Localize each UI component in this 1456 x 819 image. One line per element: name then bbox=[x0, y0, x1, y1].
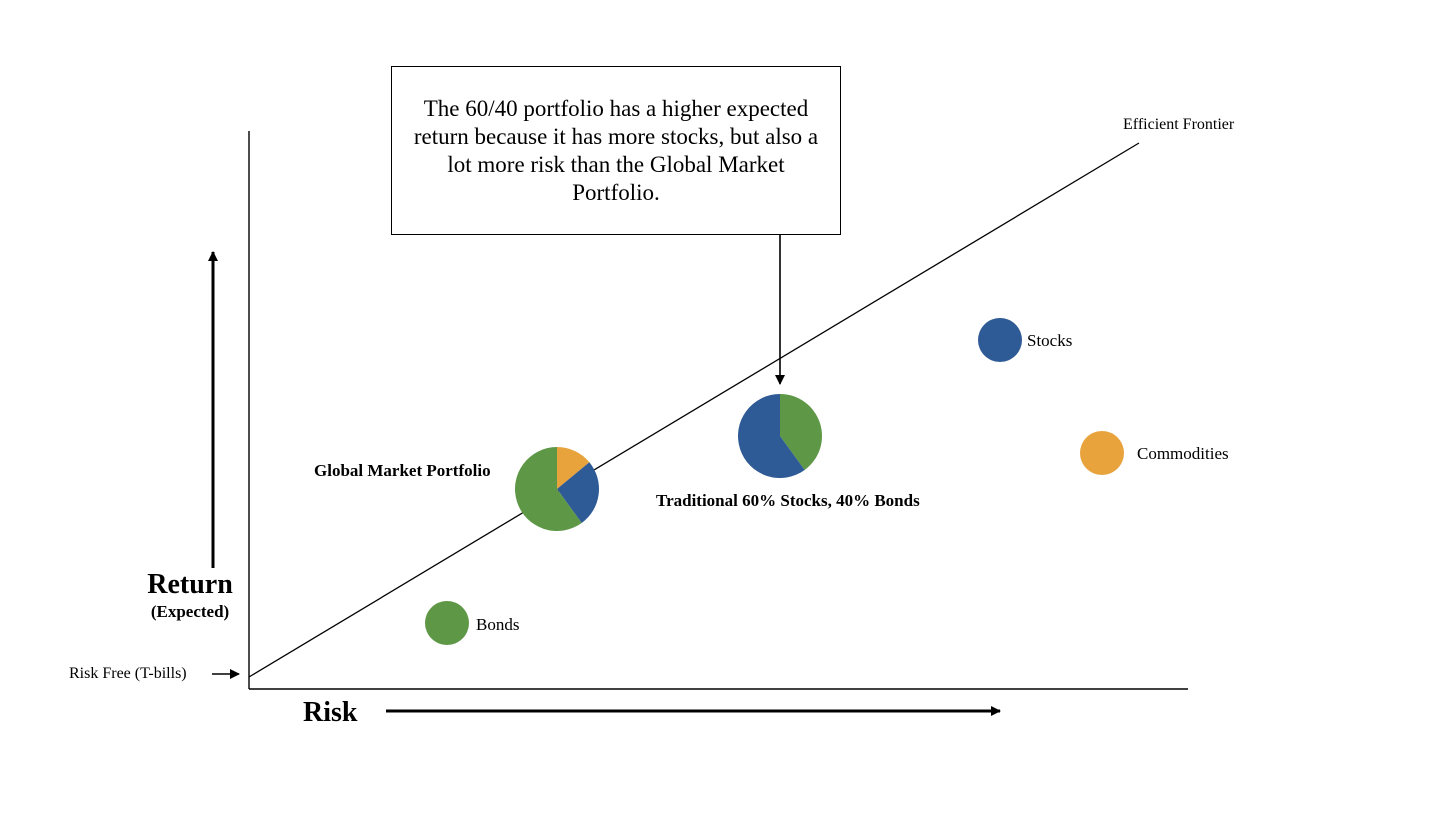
bonds-dot bbox=[425, 601, 469, 645]
pie-slice-commodities bbox=[557, 447, 590, 489]
risk-axis-label: Risk bbox=[303, 697, 358, 728]
efficient-frontier-line bbox=[248, 142, 1140, 678]
return-axis-sublabel: (Expected) bbox=[151, 602, 229, 621]
callout-box: The 60/40 portfolio has a higher expecte… bbox=[391, 66, 841, 235]
risk-free-label: Risk Free (T-bills) bbox=[69, 665, 187, 682]
efficient-frontier-label: Efficient Frontier bbox=[1123, 116, 1235, 133]
stocks-label: Stocks bbox=[1027, 331, 1072, 350]
stocks-dot bbox=[978, 318, 1022, 362]
callout-text: The 60/40 portfolio has a higher expecte… bbox=[413, 95, 819, 205]
bonds-label: Bonds bbox=[476, 615, 519, 634]
traditional-portfolio-pie bbox=[738, 394, 822, 479]
pie-slice-bonds bbox=[514, 447, 582, 532]
global-market-portfolio-pie bbox=[514, 447, 599, 532]
pie-slice-stocks bbox=[557, 462, 599, 523]
global-market-portfolio-label: Global Market Portfolio bbox=[314, 461, 491, 480]
pie-slice-bonds bbox=[780, 394, 822, 470]
commodities-label: Commodities bbox=[1137, 444, 1229, 463]
traditional-portfolio-label: Traditional 60% Stocks, 40% Bonds bbox=[656, 491, 920, 510]
return-axis-label: Return bbox=[147, 569, 233, 600]
pie-slice-stocks bbox=[738, 394, 805, 479]
commodities-dot bbox=[1080, 431, 1124, 475]
